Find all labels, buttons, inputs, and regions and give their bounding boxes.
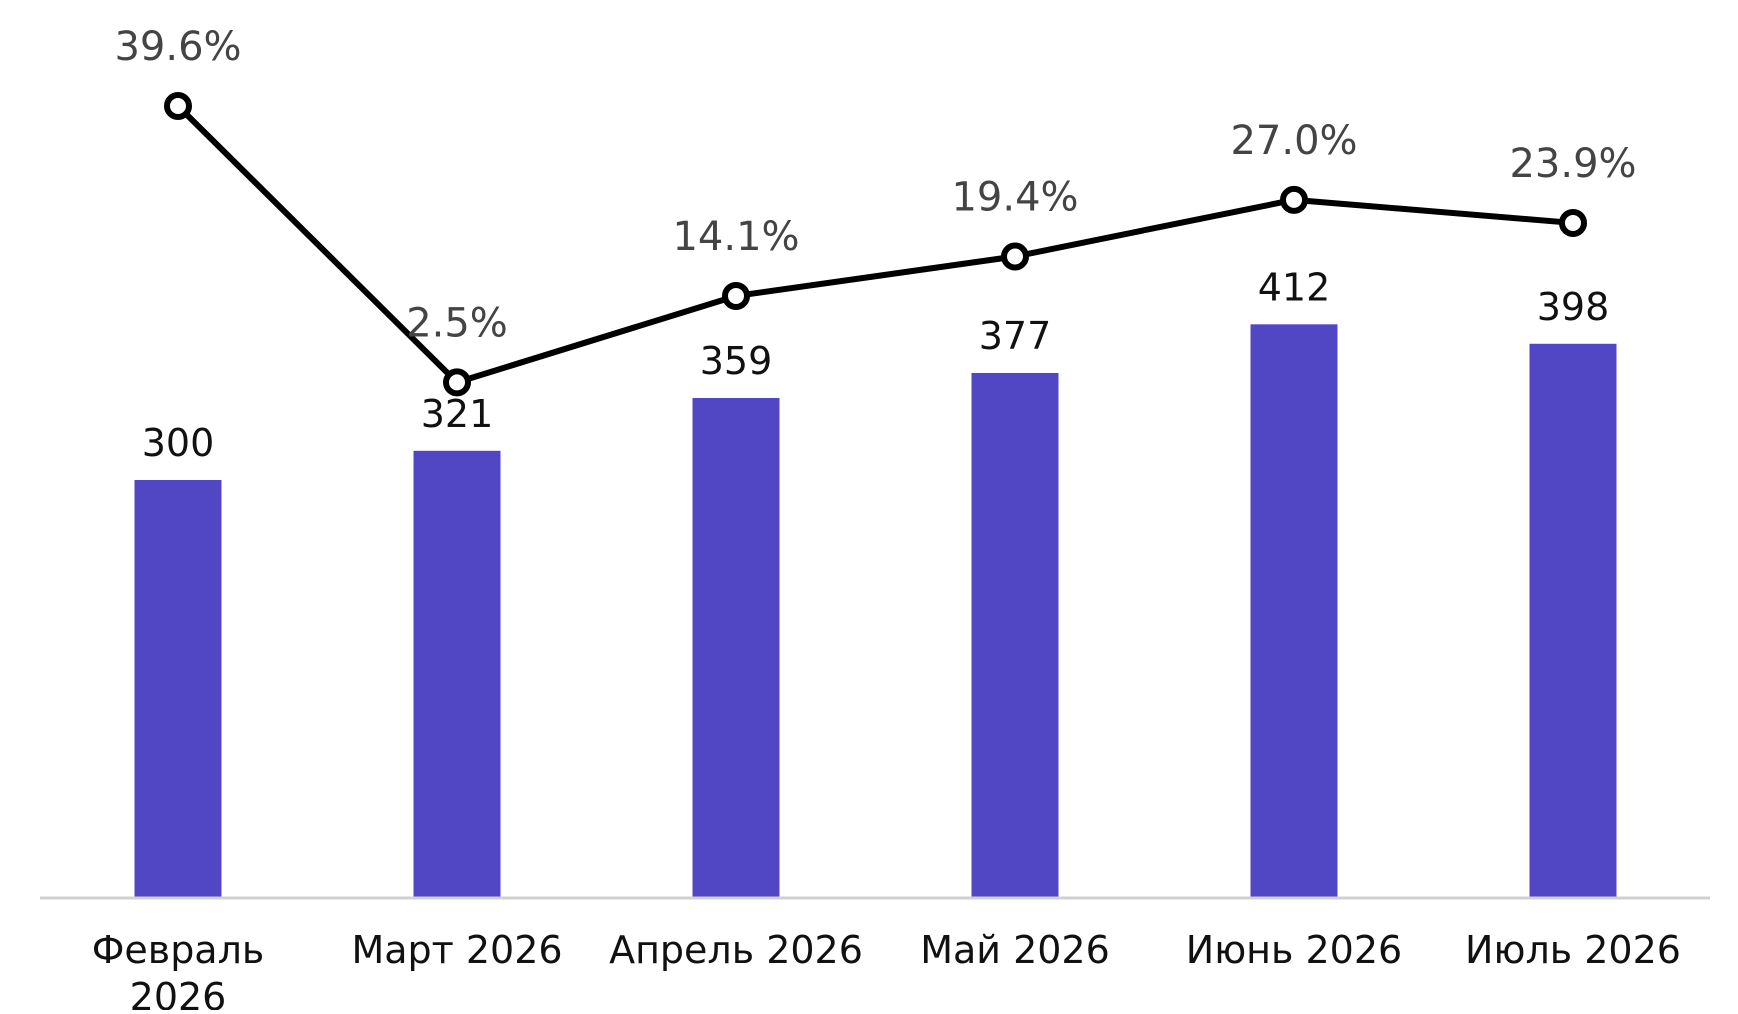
x-tick-label-6: Июль 2026 [1465, 928, 1681, 972]
x-tick-label-4: Май 2026 [920, 928, 1110, 972]
bars-layer [134, 324, 1617, 898]
x-tick-label-1-line-1: Февраль [92, 928, 265, 972]
bar-2 [413, 450, 501, 897]
x-tick-label-3: Апрель 2026 [609, 928, 863, 972]
percent-line [175, 103, 1574, 386]
bar-1 [134, 480, 222, 897]
line-point-2 [443, 368, 471, 397]
line-value-label-5: 27.0% [1230, 118, 1357, 164]
line-point-1 [164, 91, 192, 120]
x-tick-label-1-line-2: 2026 [130, 975, 227, 1010]
line-layer [164, 91, 1587, 397]
x-tick-label-5: Июнь 2026 [1186, 928, 1402, 972]
bar-value-label-3: 359 [700, 339, 773, 383]
line-value-label-2: 2.5% [406, 300, 508, 346]
x-tick-label-2: Март 2026 [351, 928, 562, 972]
bar-value-label-6: 398 [1537, 285, 1610, 329]
line-point-5 [1280, 185, 1308, 214]
bar-3 [692, 397, 780, 897]
line-value-label-1: 39.6% [114, 24, 241, 70]
line-point-4 [1001, 242, 1029, 271]
bar-6 [1529, 343, 1617, 897]
bar-value-label-4: 377 [979, 314, 1052, 358]
bar-value-label-1: 300 [142, 421, 215, 465]
line-point-6 [1559, 208, 1587, 237]
line-value-label-4: 19.4% [951, 174, 1078, 220]
bar-4 [971, 372, 1059, 898]
bar-value-label-5: 412 [1258, 265, 1331, 309]
bar-5 [1250, 324, 1338, 897]
bar-value-label-2: 321 [421, 392, 494, 436]
line-value-label-3: 14.1% [672, 214, 799, 260]
line-point-3 [722, 281, 750, 310]
line-value-label-6: 23.9% [1509, 141, 1636, 187]
